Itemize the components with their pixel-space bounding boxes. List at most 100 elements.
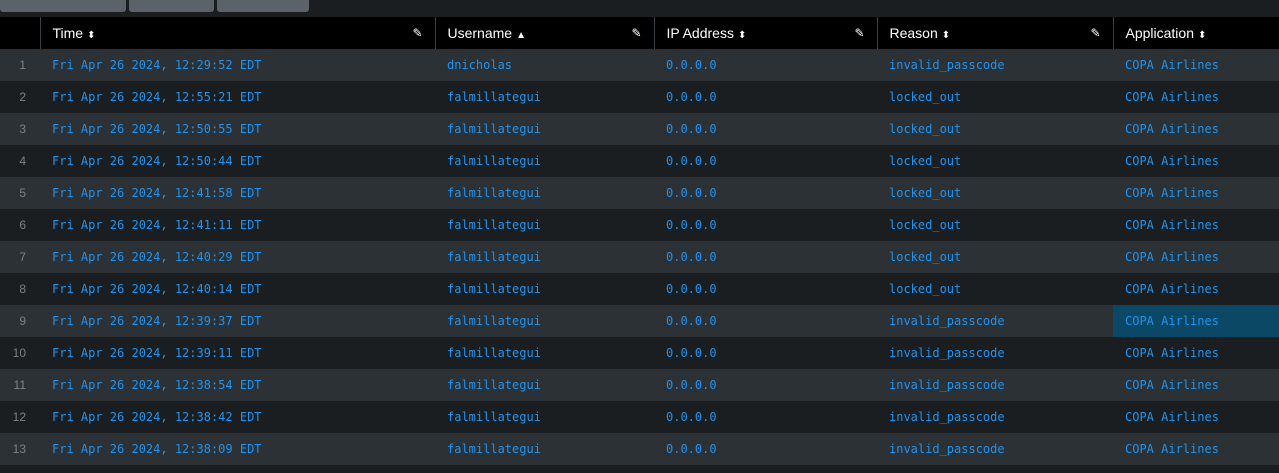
sort-asc-icon[interactable]: ▲ xyxy=(516,30,526,41)
column-header-ip-address[interactable]: IP Address ⬍ ✎ xyxy=(653,17,877,49)
application-cell[interactable]: COPA Airlines xyxy=(1113,177,1279,209)
username-cell[interactable]: dnicholas xyxy=(435,49,654,81)
ip-address-cell[interactable]: 0.0.0.0 xyxy=(654,369,877,401)
time-cell[interactable]: Fri Apr 26 2024, 12:40:14 EDT xyxy=(40,273,435,305)
edit-column-icon[interactable]: ✎ xyxy=(1090,26,1101,40)
time-cell[interactable]: Fri Apr 26 2024, 12:41:11 EDT xyxy=(40,209,435,241)
time-cell[interactable]: Fri Apr 26 2024, 12:39:37 EDT xyxy=(40,305,435,337)
column-header-time[interactable]: Time ⬍ ✎ xyxy=(39,17,435,49)
column-header-username[interactable]: Username ▲ ✎ xyxy=(434,17,654,49)
time-cell[interactable]: Fri Apr 26 2024, 12:38:09 EDT xyxy=(40,433,435,465)
application-cell[interactable]: COPA Airlines xyxy=(1113,209,1279,241)
ip-address-cell[interactable]: 0.0.0.0 xyxy=(654,81,877,113)
toolbar-button[interactable] xyxy=(129,0,214,12)
sort-both-icon[interactable]: ⬍ xyxy=(1198,30,1207,41)
application-cell[interactable]: COPA Airlines xyxy=(1113,49,1279,81)
toolbar-button[interactable] xyxy=(217,0,309,12)
reason-cell[interactable]: invalid_passcode xyxy=(877,369,1113,401)
reason-cell[interactable]: invalid_passcode xyxy=(877,305,1113,337)
results-table: Time ⬍ ✎ Username ▲ ✎ IP Address ⬍ ✎ Reason ⬍ ✎ Appl… xyxy=(0,17,1279,465)
table-row: 6 Fri Apr 26 2024, 12:41:11 EDT falmillate… xyxy=(0,209,1279,241)
application-cell[interactable]: COPA Airlines xyxy=(1113,401,1279,433)
application-cell[interactable]: COPA Airlines xyxy=(1113,305,1279,337)
row-index: 13 xyxy=(0,433,40,465)
table-row: 5 Fri Apr 26 2024, 12:41:58 EDT falmillate… xyxy=(0,177,1279,209)
column-label: Time xyxy=(52,25,84,41)
application-cell[interactable]: COPA Airlines xyxy=(1113,145,1279,177)
application-cell[interactable]: COPA Airlines xyxy=(1113,433,1279,465)
column-header-application[interactable]: Application ⬍ xyxy=(1112,17,1279,49)
column-header-index xyxy=(0,17,40,49)
edit-column-icon[interactable]: ✎ xyxy=(854,26,865,40)
username-cell[interactable]: falmillategui xyxy=(435,337,654,369)
username-cell[interactable]: falmillategui xyxy=(435,273,654,305)
application-cell[interactable]: COPA Airlines xyxy=(1113,337,1279,369)
time-cell[interactable]: Fri Apr 26 2024, 12:38:42 EDT xyxy=(40,401,435,433)
time-cell[interactable]: Fri Apr 26 2024, 12:50:44 EDT xyxy=(40,145,435,177)
application-cell[interactable]: COPA Airlines xyxy=(1113,81,1279,113)
sort-both-icon[interactable]: ⬍ xyxy=(941,30,951,41)
username-cell[interactable]: falmillategui xyxy=(435,209,654,241)
ip-address-cell[interactable]: 0.0.0.0 xyxy=(654,337,877,369)
row-index: 4 xyxy=(0,145,40,177)
row-index: 6 xyxy=(0,209,40,241)
toolbar-button[interactable] xyxy=(0,0,126,12)
row-index: 8 xyxy=(0,273,40,305)
time-cell[interactable]: Fri Apr 26 2024, 12:41:58 EDT xyxy=(40,177,435,209)
username-cell[interactable]: falmillategui xyxy=(435,433,654,465)
ip-address-cell[interactable]: 0.0.0.0 xyxy=(654,305,877,337)
username-cell[interactable]: falmillategui xyxy=(435,369,654,401)
ip-address-cell[interactable]: 0.0.0.0 xyxy=(654,145,877,177)
ip-address-cell[interactable]: 0.0.0.0 xyxy=(654,241,877,273)
edit-column-icon[interactable]: ✎ xyxy=(412,26,423,40)
row-index: 2 xyxy=(0,81,40,113)
ip-address-cell[interactable]: 0.0.0.0 xyxy=(654,209,877,241)
username-cell[interactable]: falmillategui xyxy=(435,401,654,433)
reason-cell[interactable]: locked_out xyxy=(877,177,1113,209)
table-row: 11 Fri Apr 26 2024, 12:38:54 EDT falmillat… xyxy=(0,369,1279,401)
username-cell[interactable]: falmillategui xyxy=(435,145,654,177)
reason-cell[interactable]: locked_out xyxy=(877,81,1113,113)
reason-cell[interactable]: invalid_passcode xyxy=(877,49,1113,81)
application-cell[interactable]: COPA Airlines xyxy=(1113,369,1279,401)
row-index: 9 xyxy=(0,305,40,337)
username-cell[interactable]: falmillategui xyxy=(435,241,654,273)
ip-address-cell[interactable]: 0.0.0.0 xyxy=(654,433,877,465)
time-cell[interactable]: Fri Apr 26 2024, 12:55:21 EDT xyxy=(40,81,435,113)
sort-both-icon[interactable]: ⬍ xyxy=(87,30,96,41)
username-cell[interactable]: falmillategui xyxy=(435,177,654,209)
reason-cell[interactable]: locked_out xyxy=(877,113,1113,145)
table-row: 12 Fri Apr 26 2024, 12:38:42 EDT falmillat… xyxy=(0,401,1279,433)
reason-cell[interactable]: invalid_passcode xyxy=(877,337,1113,369)
row-index: 12 xyxy=(0,401,40,433)
username-cell[interactable]: falmillategui xyxy=(435,81,654,113)
ip-address-cell[interactable]: 0.0.0.0 xyxy=(654,113,877,145)
sort-both-icon[interactable]: ⬍ xyxy=(737,30,747,41)
reason-cell[interactable]: invalid_passcode xyxy=(877,433,1113,465)
table-row: 2 Fri Apr 26 2024, 12:55:21 EDT falmillate… xyxy=(0,81,1279,113)
reason-cell[interactable]: locked_out xyxy=(877,145,1113,177)
time-cell[interactable]: Fri Apr 26 2024, 12:38:54 EDT xyxy=(40,369,435,401)
username-cell[interactable]: falmillategui xyxy=(435,305,654,337)
table-header: Time ⬍ ✎ Username ▲ ✎ IP Address ⬍ ✎ Reason ⬍ ✎ Appl… xyxy=(0,17,1279,49)
column-label: Username xyxy=(447,25,513,41)
time-cell[interactable]: Fri Apr 26 2024, 12:50:55 EDT xyxy=(40,113,435,145)
table-row: 1 Fri Apr 26 2024, 12:29:52 EDT dnicholas 0… xyxy=(0,49,1279,81)
application-cell[interactable]: COPA Airlines xyxy=(1113,273,1279,305)
time-cell[interactable]: Fri Apr 26 2024, 12:39:11 EDT xyxy=(40,337,435,369)
reason-cell[interactable]: locked_out xyxy=(877,241,1113,273)
reason-cell[interactable]: invalid_passcode xyxy=(877,401,1113,433)
application-cell[interactable]: COPA Airlines xyxy=(1113,113,1279,145)
ip-address-cell[interactable]: 0.0.0.0 xyxy=(654,177,877,209)
username-cell[interactable]: falmillategui xyxy=(435,113,654,145)
column-header-reason[interactable]: Reason ⬍ ✎ xyxy=(876,17,1113,49)
time-cell[interactable]: Fri Apr 26 2024, 12:29:52 EDT xyxy=(40,49,435,81)
edit-column-icon[interactable]: ✎ xyxy=(631,26,642,40)
ip-address-cell[interactable]: 0.0.0.0 xyxy=(654,273,877,305)
reason-cell[interactable]: locked_out xyxy=(877,273,1113,305)
time-cell[interactable]: Fri Apr 26 2024, 12:40:29 EDT xyxy=(40,241,435,273)
reason-cell[interactable]: locked_out xyxy=(877,209,1113,241)
ip-address-cell[interactable]: 0.0.0.0 xyxy=(654,49,877,81)
application-cell[interactable]: COPA Airlines xyxy=(1113,241,1279,273)
ip-address-cell[interactable]: 0.0.0.0 xyxy=(654,401,877,433)
